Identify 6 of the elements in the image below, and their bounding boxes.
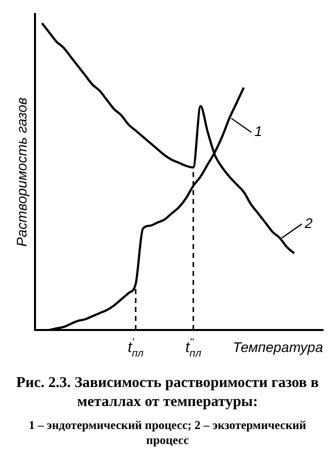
text: 1 – эндотермический процесс; 2 – экзотермический процесс bbox=[28, 418, 308, 448]
y-axis-title: Растворимость газов bbox=[13, 97, 30, 247]
x-axis-title: Температура bbox=[232, 339, 324, 355]
legend-label: 1 bbox=[254, 123, 262, 140]
legend-label: 2 bbox=[304, 214, 313, 231]
text: Рис. 2.3. Зависимость растворимости газов в металлах от температуры: bbox=[15, 374, 320, 412]
